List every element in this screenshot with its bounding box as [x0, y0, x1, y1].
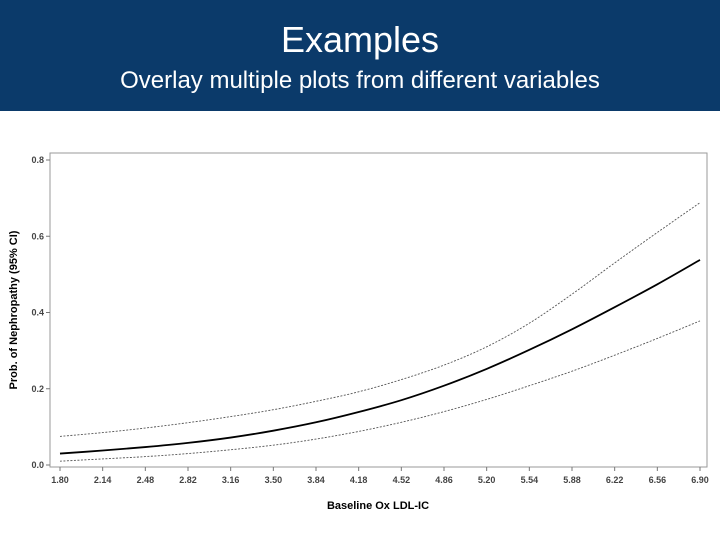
x-tick-label: 2.48 [137, 475, 155, 485]
lower-ci-line [59, 320, 701, 462]
x-tick-label: 4.86 [435, 475, 453, 485]
y-axis: 0.0 0.2 0.4 0.6 0.8 [31, 155, 50, 470]
y-tick-label: 0.6 [31, 231, 44, 241]
y-tick-label: 0.4 [31, 308, 44, 318]
slide-subtitle: Overlay multiple plots from different va… [120, 67, 600, 94]
x-tick-label: 5.54 [521, 475, 539, 485]
x-tick-label: 4.52 [393, 475, 411, 485]
upper-ci-line [59, 202, 701, 437]
x-tick-label: 5.20 [478, 475, 496, 485]
x-tick-label: 2.82 [179, 475, 197, 485]
x-tick-label: 6.56 [649, 475, 667, 485]
x-tick-label: 3.84 [307, 475, 325, 485]
y-axis-title: Prob. of Nephropathy (95% CI) [8, 230, 20, 389]
x-axis: 1.80 2.14 2.48 2.82 3.16 3.50 3.84 4.18 4.52 4.86… [51, 467, 709, 485]
x-tick-label: 3.16 [222, 475, 240, 485]
series-group [59, 202, 701, 462]
x-tick-label: 6.90 [691, 475, 709, 485]
x-axis-title: Baseline Ox LDL-IC [327, 500, 429, 512]
x-tick-label: 5.88 [563, 475, 581, 485]
y-tick-label: 0.0 [31, 460, 44, 470]
x-tick-label: 4.18 [350, 475, 368, 485]
probability-chart: 0.0 0.2 0.4 0.6 0.8 1.80 2.14 2.48 2.82 3.16 3.50… [8, 152, 709, 512]
x-tick-label: 2.14 [94, 475, 112, 485]
plot-frame [49, 152, 708, 468]
x-tick-label: 3.50 [265, 475, 283, 485]
y-tick-label: 0.8 [31, 155, 44, 165]
x-tick-label: 1.80 [51, 475, 69, 485]
slide-title: Examples [280, 19, 440, 60]
slide-header: Examples Overlay multiple plots from dif… [0, 0, 720, 111]
estimate-line [59, 259, 701, 455]
y-tick-label: 0.2 [31, 384, 44, 394]
x-tick-label: 6.22 [606, 475, 624, 485]
